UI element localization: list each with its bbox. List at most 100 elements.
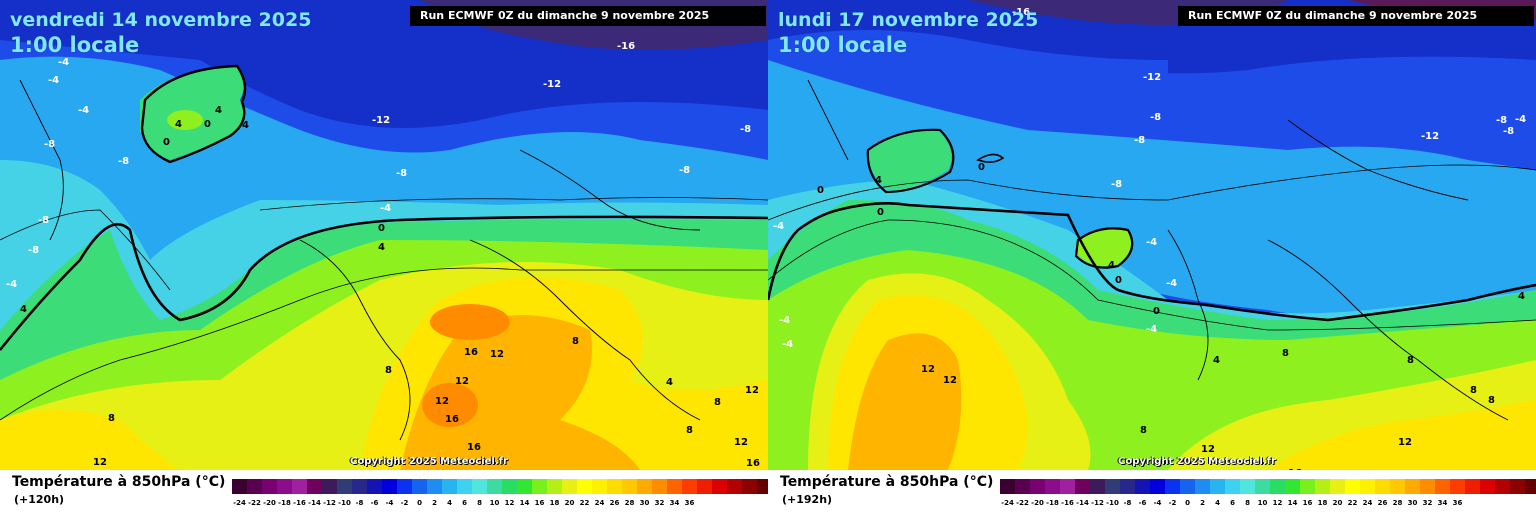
color-swatch	[577, 479, 592, 494]
scale-tick-label: 16	[1302, 499, 1313, 507]
isotherm-label: 4	[378, 242, 385, 253]
scale-tick-label: 12	[1272, 499, 1283, 507]
scale-tick-label: 8	[477, 499, 482, 507]
scale-tick-label: 28	[624, 499, 635, 507]
scale-tick-label: 30	[1407, 499, 1418, 507]
isotherm-label: 0	[877, 207, 884, 218]
color-swatch	[1270, 479, 1285, 494]
scale-tick-label: 0	[417, 499, 422, 507]
color-swatch	[1405, 479, 1420, 494]
isotherm-label: 12	[455, 376, 469, 387]
color-swatch	[277, 479, 292, 494]
color-swatch	[667, 479, 682, 494]
isotherm-label: -4	[48, 75, 59, 86]
color-swatch	[1390, 479, 1405, 494]
run-label: Run ECMWF 0Z du dimanche 9 novembre 2025	[1178, 6, 1534, 26]
scale-tick-label: 14	[519, 499, 530, 507]
scale-tick-label: 24	[594, 499, 605, 507]
color-swatch	[1300, 479, 1315, 494]
scale-tick-label: 24	[1362, 499, 1373, 507]
color-swatch	[472, 479, 487, 494]
forecast-time: 1:00 locale	[10, 33, 140, 57]
isotherm-label: 8	[714, 397, 721, 408]
scale-tick-label: -22	[248, 499, 261, 507]
color-swatch	[262, 479, 277, 494]
scale-tick-label: 32	[1422, 499, 1433, 507]
forecast-hour: (+192h)	[782, 493, 833, 506]
legend-title: Température à 850hPa (°C)	[780, 474, 994, 490]
isotherm-label: 12	[734, 437, 748, 448]
color-swatch	[1495, 479, 1510, 494]
isotherm-label: -12	[1421, 131, 1439, 142]
isotherm-label: 12	[921, 364, 935, 375]
scale-tick-label: -4	[385, 499, 394, 507]
scale-tick-label: -4	[1153, 499, 1162, 507]
scale-tick-label: -8	[1123, 499, 1132, 507]
scale-tick-label: -6	[1138, 499, 1147, 507]
temperature-map-right: -16-12-8-8-8-12-8-800404-4-40-4-4-40-448…	[768, 0, 1536, 470]
map-panel-right: -16 -12 -8 -8 -8 -12 -8 -8 0 0 4 0 4 -4 -4 0 -4 -4 -4 0 -4 4 8…	[768, 0, 1536, 512]
scale-tick-label: -22	[1016, 499, 1029, 507]
isotherm-label: 12	[490, 349, 504, 360]
color-swatch	[1015, 479, 1030, 494]
color-swatch	[1120, 479, 1135, 494]
isotherm-label: 4	[1108, 260, 1115, 271]
color-swatch	[487, 479, 502, 494]
isotherm-label: 0	[1115, 275, 1122, 286]
scale-tick-label: 22	[1347, 499, 1358, 507]
isotherm-label: 4	[666, 377, 673, 388]
isotherm-label: -16	[1012, 7, 1030, 18]
color-swatch	[397, 479, 412, 494]
color-swatch	[1135, 479, 1150, 494]
color-swatch	[412, 479, 427, 494]
color-swatch	[517, 479, 532, 494]
color-swatch	[1375, 479, 1390, 494]
color-swatch	[1510, 479, 1525, 494]
isotherm-label: -4	[779, 315, 790, 326]
color-swatch	[322, 479, 337, 494]
isotherm-label: -4	[380, 203, 391, 214]
color-swatch	[742, 479, 757, 494]
scale-tick-label: -14	[1076, 499, 1089, 507]
scale-tick-label: 10	[1257, 499, 1268, 507]
isotherm-label: -12	[543, 79, 561, 90]
scale-tick-label: 34	[1437, 499, 1448, 507]
scale-tick-label: -10	[1106, 499, 1119, 507]
isotherm-label: -4	[1146, 237, 1157, 248]
isotherm-label: 12	[93, 457, 107, 468]
scale-tick-label: 36	[1452, 499, 1463, 507]
scale-tick-label: 26	[609, 499, 620, 507]
color-swatch	[607, 479, 622, 494]
scale-tick-label: 20	[1332, 499, 1343, 507]
scale-tick-label: -2	[400, 499, 409, 507]
color-scale-ticks: -24 -22 -20 -18 -16 -14 -12 -10 -8 -6 -4 -2 0 2 4 6 8 10 1…	[232, 499, 697, 507]
isotherm-label: 0	[204, 119, 211, 130]
isotherm-label: 12	[1201, 444, 1215, 455]
isotherm-label: 8	[1488, 395, 1495, 406]
color-swatch	[292, 479, 307, 494]
isotherm-label: 4	[1213, 355, 1220, 366]
isotherm-label: 4	[242, 120, 249, 131]
color-swatch	[247, 479, 262, 494]
isotherm-label: -8	[679, 165, 690, 176]
scale-tick-label: -2	[1168, 499, 1177, 507]
isotherm-label: -8	[1150, 112, 1161, 123]
color-swatch	[1315, 479, 1330, 494]
scale-tick-label: 6	[462, 499, 467, 507]
color-scale-ticks: -24 -22 -20 -18 -16 -14 -12 -10 -8 -6 -4 -2 0 2 4 6 8 10 1…	[1000, 499, 1465, 507]
isotherm-label: 0	[163, 137, 170, 148]
scale-tick-label: -20	[1031, 499, 1044, 507]
scale-tick-label: 30	[639, 499, 650, 507]
isotherm-label: 0	[978, 162, 985, 173]
isotherm-label: 16	[746, 458, 760, 469]
color-swatch	[1255, 479, 1270, 494]
color-swatch	[1090, 479, 1105, 494]
color-swatch	[1330, 479, 1345, 494]
color-swatch	[547, 479, 562, 494]
color-swatch	[352, 479, 367, 494]
isotherm-label: -12	[372, 115, 390, 126]
forecast-hour: (+120h)	[14, 493, 65, 506]
color-swatch	[1075, 479, 1090, 494]
scale-tick-label: -20	[263, 499, 276, 507]
isotherm-label: 12	[435, 396, 449, 407]
